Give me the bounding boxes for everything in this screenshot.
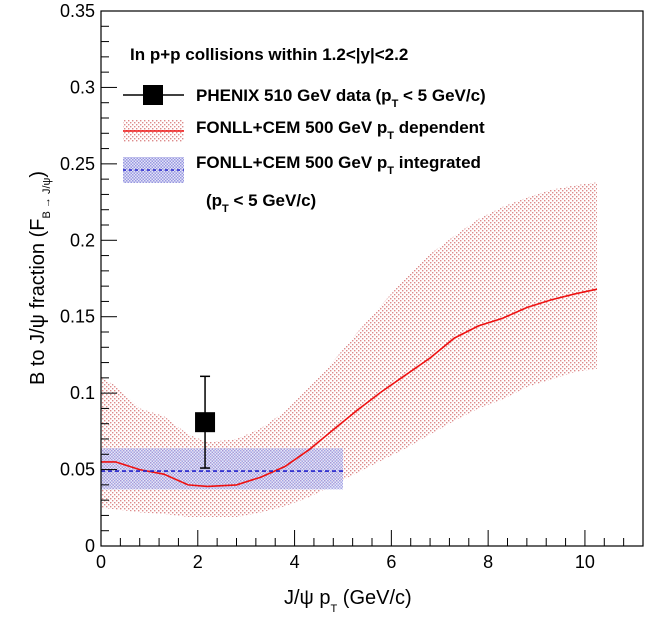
y-axis-title: B to J/ψ fraction (FB → J/ψ) xyxy=(27,171,53,385)
legend-label-integrated-tail: integrated xyxy=(394,153,481,172)
legend-label-data-sub: T xyxy=(392,98,399,110)
legend-label-data: PHENIX 510 GeV data (pT < 5 GeV/c) xyxy=(196,86,486,110)
x-axis-title-main: J/ψ p xyxy=(284,587,331,609)
y-tick-label: 0.2 xyxy=(70,230,95,250)
dependent-central-line xyxy=(101,288,598,488)
legend-label-data-tail: < 5 GeV/c) xyxy=(398,86,485,105)
data-point-marker xyxy=(195,412,216,433)
legend-swatch-data-marker xyxy=(143,85,163,105)
legend-label-dependent-tail: dependent xyxy=(394,118,485,137)
annotation-text: In p+p collisions within 1.2<|y|<2.2 xyxy=(130,45,408,64)
legend-label-integrated-line2-sub: T xyxy=(222,203,229,215)
y-tick-label: 0.35 xyxy=(60,1,95,21)
x-axis-title-unit: (GeV/c) xyxy=(337,587,411,609)
x-axis: 0 2 4 6 8 10 xyxy=(96,530,644,572)
legend-label-integrated-line2: (pT < 5 GeV/c) xyxy=(206,191,316,215)
legend-label-dependent: FONLL+CEM 500 GeV pT dependent xyxy=(196,118,485,142)
x-axis-title-sub: T xyxy=(331,603,338,615)
x-axis-title: J/ψ pT (GeV/c) xyxy=(284,587,412,615)
y-axis-title-close: ) xyxy=(27,171,49,178)
data-points xyxy=(195,375,216,469)
uncertainty-bands xyxy=(101,182,597,517)
legend-label-integrated-line2-open: (p xyxy=(206,191,222,210)
y-tick-label: 0 xyxy=(85,536,95,556)
legend-item-dependent: FONLL+CEM 500 GeV pT dependent xyxy=(123,118,485,142)
legend-label-dependent-main: FONLL+CEM 500 GeV p xyxy=(196,118,387,137)
y-axis-title-sub: B → J/ψ xyxy=(41,177,53,218)
legend-label-data-main: PHENIX 510 GeV data (p xyxy=(196,86,392,105)
legend-label-integrated-line2-tail: < 5 GeV/c) xyxy=(229,191,316,210)
y-axis-title-main: B to J/ψ fraction (F xyxy=(27,219,49,386)
legend-label-dependent-sub: T xyxy=(387,130,394,142)
x-tick-label: 8 xyxy=(483,552,493,572)
y-tick-label: 0.15 xyxy=(60,307,95,327)
theory-lines xyxy=(101,288,598,488)
legend-label-integrated-main: FONLL+CEM 500 GeV p xyxy=(196,153,387,172)
x-tick-label: 2 xyxy=(193,552,203,572)
integrated-uncertainty-band xyxy=(101,448,343,490)
legend-label-integrated: FONLL+CEM 500 GeV pT integrated xyxy=(196,153,481,177)
y-axis: 0 0.05 0.1 0.15 0.2 0.25 0.3 0.35 xyxy=(60,1,117,556)
y-tick-label: 0.3 xyxy=(70,77,95,97)
x-tick-label: 6 xyxy=(386,552,396,572)
x-tick-label: 10 xyxy=(575,552,595,572)
y-tick-label: 0.05 xyxy=(60,460,95,480)
legend-item-integrated: FONLL+CEM 500 GeV pT integrated (pT < 5 … xyxy=(123,153,481,215)
dependent-uncertainty-band xyxy=(101,182,597,517)
legend-item-data: PHENIX 510 GeV data (pT < 5 GeV/c) xyxy=(123,85,486,110)
x-tick-label: 4 xyxy=(290,552,300,572)
y-tick-label: 0.1 xyxy=(70,383,95,403)
x-tick-label: 0 xyxy=(96,552,106,572)
legend-label-integrated-sub: T xyxy=(387,165,394,177)
legend: In p+p collisions within 1.2<|y|<2.2 PHE… xyxy=(123,45,486,215)
y-tick-label: 0.25 xyxy=(60,154,95,174)
